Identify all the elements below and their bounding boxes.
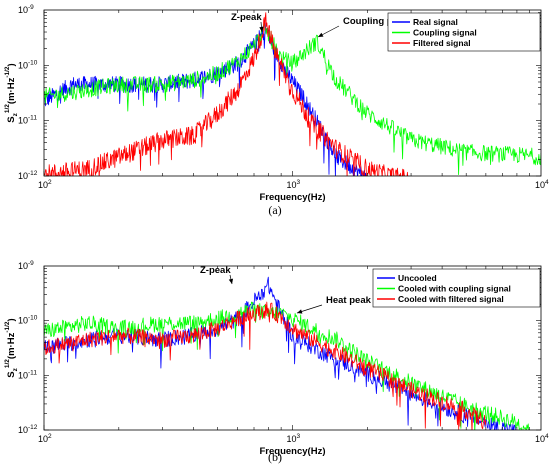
annotation-arrowhead [297, 309, 303, 314]
legend-box [372, 268, 541, 308]
legend-entry: Real signal [413, 17, 458, 27]
x-tick-label: 103 [287, 433, 301, 444]
legend-entry: Cooled with coupling signal [398, 284, 511, 294]
panel-caption: (b) [268, 450, 282, 464]
annotation-label: Z-peak [231, 12, 262, 23]
x-tick-label: 104 [535, 179, 549, 190]
y-tick-label: 10-11 [18, 369, 37, 380]
legend-entry: Uncooled [398, 273, 437, 283]
y-axis-label: Sz1/2(m·Hz-1/2) [4, 318, 19, 377]
annotation-arrowhead [259, 26, 264, 32]
y-axis-label: Sz1/2(m·Hz-1/2) [4, 63, 19, 122]
chart-panel-1: 102 103 104 10-12 10-11 10-10 10-9 Frequency(Hz… [4, 4, 549, 217]
y-tick-label: 10-10 [18, 315, 38, 326]
series-group [44, 12, 541, 176]
x-tick-label: 102 [38, 433, 52, 444]
x-axis-label: Frequency(Hz) [260, 192, 326, 203]
legend-entry: Cooled with filtered signal [398, 294, 504, 304]
x-tick-label: 103 [287, 179, 301, 190]
y-tick-label: 10-9 [18, 4, 34, 15]
y-tick-label: 10-10 [18, 59, 38, 70]
x-tick-label: 102 [38, 179, 52, 190]
y-tick-label: 10-12 [18, 424, 38, 435]
x-axis-label: Frequency(Hz) [260, 446, 326, 457]
legend-entry: Filtered signal [413, 38, 471, 48]
y-tick-label: 10-9 [18, 260, 34, 271]
series-line-2 [44, 301, 530, 430]
annotation-label: Heat peak [326, 295, 372, 306]
annotation-label: Z-peak [200, 265, 231, 276]
panel-caption: (a) [268, 203, 281, 217]
series-line-2 [44, 22, 541, 176]
chart-panel-2: 102 103 104 10-12 10-11 10-10 10-9 Frequency(Hz… [4, 260, 549, 464]
x-tick-label: 104 [535, 433, 549, 444]
legend-box [387, 12, 541, 52]
y-tick-label: 10-11 [18, 115, 37, 126]
y-tick-label: 10-12 [18, 170, 38, 181]
series-group [44, 276, 530, 430]
series-line-3 [44, 12, 410, 176]
legend-entry: Coupling signal [413, 28, 477, 38]
series-line-3 [44, 301, 487, 430]
annotation-label: Coupling peak [343, 16, 409, 27]
annotation-arrowhead [318, 32, 324, 37]
annotation-arrowhead [228, 278, 234, 284]
